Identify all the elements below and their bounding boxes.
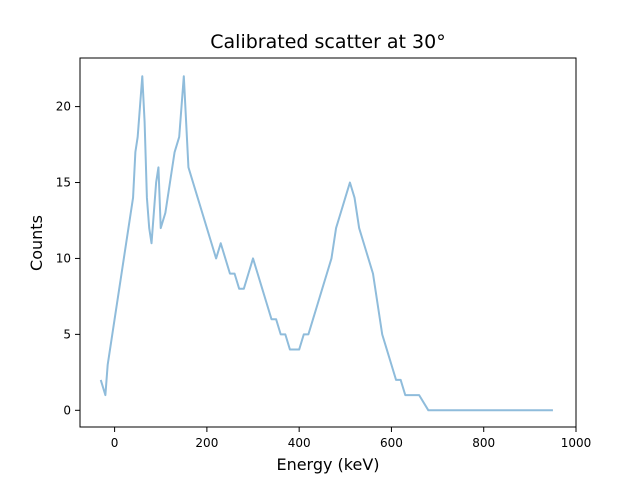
y-tick-label: 10 <box>56 251 71 265</box>
y-axis: 0 5 10 15 20 <box>56 100 80 417</box>
series-line-0 <box>99 75 553 412</box>
x-tick-label: 0 <box>111 436 119 450</box>
x-tick-label: 1000 <box>561 436 592 450</box>
y-axis-label: Counts <box>27 215 46 271</box>
y-tick-label: 20 <box>56 100 71 114</box>
plot-area <box>99 75 553 412</box>
axes-frame <box>79 57 577 428</box>
x-axis: 0 200 400 600 800 1000 <box>111 427 591 450</box>
x-tick-label: 400 <box>288 436 311 450</box>
y-tick-label: 15 <box>56 176 71 190</box>
x-tick-label: 200 <box>195 436 218 450</box>
x-axis-label: Energy (keV) <box>276 455 379 474</box>
x-tick-label: 800 <box>472 436 495 450</box>
x-tick-label: 600 <box>380 436 403 450</box>
y-tick-label: 5 <box>63 327 71 341</box>
chart-title: Calibrated scatter at 30° <box>210 31 445 53</box>
y-tick-label: 0 <box>63 403 71 417</box>
